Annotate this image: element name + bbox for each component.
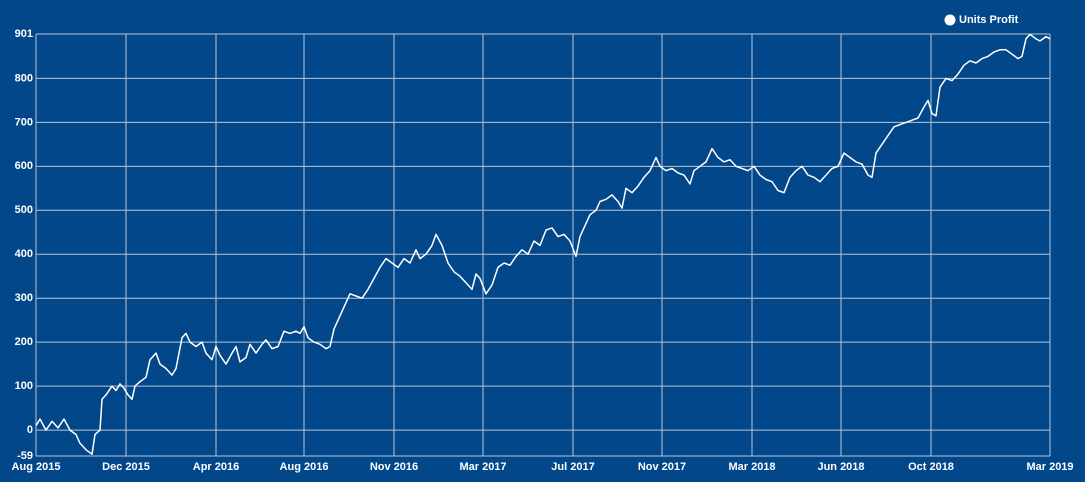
y-tick-label: 700 [15,116,33,128]
x-tick-label: Mar 2017 [459,461,506,473]
x-tick-label: Aug 2015 [12,461,61,473]
y-tick-label: -59 [17,450,33,462]
x-tick-label: Jun 2018 [817,461,864,473]
x-tick-label: Nov 2017 [638,461,686,473]
x-tick-label: Nov 2016 [370,461,418,473]
y-tick-label: 200 [15,336,33,348]
y-tick-label: 901 [15,28,33,40]
y-tick-label: 400 [15,248,33,260]
y-tick-label: 0 [27,424,33,436]
x-tick-label: Mar 2018 [728,461,775,473]
y-tick-label: 300 [15,292,33,304]
y-tick-label: 600 [15,160,33,172]
x-tick-label: Mar 2019 [1026,461,1073,473]
y-tick-label: 500 [15,204,33,216]
legend-marker [944,14,956,26]
x-tick-label: Dec 2015 [102,461,150,473]
legend-label: Units Profit [959,14,1019,26]
x-tick-label: Apr 2016 [193,461,239,473]
y-tick-label: 100 [15,380,33,392]
x-tick-label: Aug 2016 [280,461,329,473]
x-tick-label: Jul 2017 [551,461,594,473]
line [35,33,1051,455]
y-tick-label: 800 [15,72,33,84]
x-tick-label: Oct 2018 [908,461,954,473]
